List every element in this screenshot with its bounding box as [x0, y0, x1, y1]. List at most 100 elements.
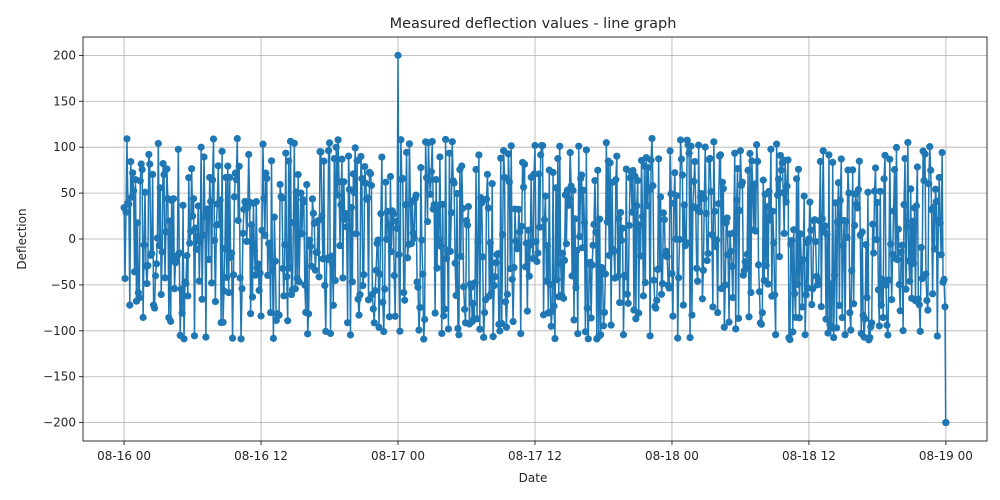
data-point [138, 165, 146, 174]
data-point [765, 187, 773, 196]
x-tick-label: 08-18 12 [782, 449, 836, 463]
data-point [691, 157, 699, 166]
data-point [405, 140, 414, 148]
data-point [515, 205, 523, 213]
data-point [135, 294, 143, 302]
data-point [639, 292, 648, 300]
data-point [159, 159, 167, 168]
data-point [798, 303, 806, 311]
data-point [196, 237, 204, 246]
data-point [659, 209, 668, 217]
data-point [736, 147, 745, 155]
data-point [334, 136, 342, 144]
data-point [479, 253, 487, 261]
data-point [821, 222, 829, 230]
data-point [783, 182, 791, 190]
data-point [602, 139, 610, 147]
data-point [801, 331, 809, 339]
data-point [324, 147, 333, 155]
data-point [870, 249, 878, 257]
data-point [162, 228, 170, 236]
data-point [928, 290, 937, 298]
data-point [344, 319, 352, 327]
data-point [618, 224, 627, 232]
y-tick-label: −200 [43, 416, 76, 430]
data-point [441, 305, 449, 313]
data-point [230, 193, 239, 201]
data-point [374, 236, 382, 244]
data-point [250, 247, 258, 255]
data-point [247, 310, 255, 318]
data-point [204, 205, 212, 213]
data-point [735, 207, 744, 215]
data-point [914, 295, 922, 303]
data-point [437, 242, 445, 250]
data-point [413, 278, 421, 286]
data-point [606, 159, 614, 167]
data-point [936, 219, 944, 227]
data-point [321, 281, 329, 290]
data-point [704, 249, 712, 258]
data-point [179, 201, 187, 209]
chart-title: Measured deflection values - line graph [390, 16, 677, 32]
data-point [389, 210, 397, 218]
data-point [912, 202, 921, 210]
data-point [772, 331, 780, 339]
y-tick-label: 100 [53, 140, 76, 154]
data-point [393, 224, 401, 233]
data-point [570, 316, 578, 324]
data-point [624, 299, 632, 307]
data-point [328, 260, 336, 268]
data-point [898, 241, 906, 249]
data-point [471, 279, 479, 287]
data-point [136, 177, 144, 185]
data-point [343, 223, 351, 231]
data-point [183, 252, 191, 260]
data-point [202, 333, 210, 341]
data-point [366, 170, 375, 178]
data-point [308, 195, 317, 203]
data-point [341, 215, 349, 223]
data-point [796, 230, 804, 238]
y-tick-label: −100 [43, 324, 76, 338]
data-point [153, 234, 161, 242]
data-point [899, 327, 907, 335]
data-point [167, 317, 175, 325]
data-point [776, 151, 785, 160]
data-point [746, 149, 754, 158]
series-layer [120, 51, 950, 427]
data-point [314, 217, 322, 225]
data-point [263, 174, 271, 182]
x-tick-label: 08-17 00 [371, 449, 425, 463]
data-point [864, 188, 872, 196]
data-point [221, 244, 229, 253]
data-point [440, 312, 448, 320]
x-tick-label: 08-19 00 [919, 449, 973, 463]
data-point [718, 178, 726, 186]
data-point [216, 196, 224, 204]
data-point [885, 276, 893, 284]
data-point [886, 155, 894, 163]
data-point [909, 217, 917, 225]
data-point [823, 231, 831, 239]
data-point [599, 322, 608, 330]
data-point [904, 138, 912, 147]
data-point [653, 296, 661, 304]
y-tick-label: −150 [43, 370, 76, 384]
data-point [270, 213, 278, 221]
data-point [359, 281, 367, 290]
data-point [484, 204, 492, 212]
data-point [780, 229, 788, 238]
data-point [889, 207, 898, 215]
data-point [313, 248, 321, 257]
data-point [280, 292, 288, 300]
data-point [192, 245, 200, 253]
data-point [232, 175, 240, 184]
data-point [851, 221, 859, 230]
data-point [303, 180, 311, 189]
data-point [518, 222, 526, 230]
data-point [940, 275, 948, 283]
data-point [185, 174, 193, 182]
data-point [190, 332, 199, 340]
data-point [816, 157, 824, 166]
